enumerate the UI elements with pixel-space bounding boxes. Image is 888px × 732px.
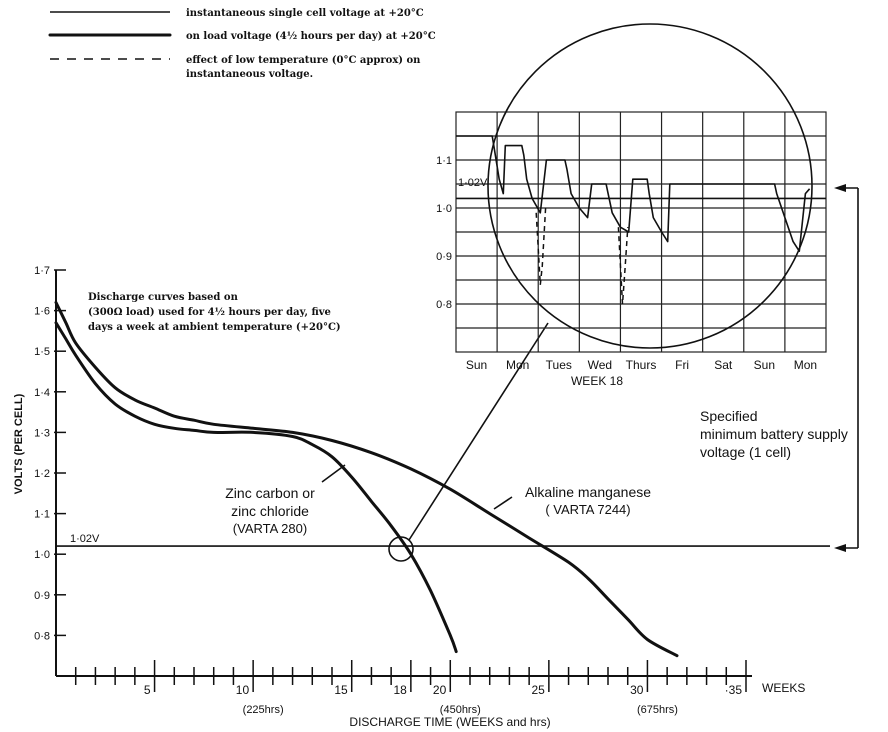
inset-day-label: Mon <box>794 358 817 372</box>
alkaline-label-leader <box>493 496 513 510</box>
spec-bracket <box>834 184 859 552</box>
inset-title: WEEK 18 <box>571 374 623 388</box>
x-tick-label: 10 <box>236 683 250 697</box>
y-tick-label: 0·8 <box>34 630 50 642</box>
spec-label-line1: Specified <box>700 408 758 424</box>
inset-day-label: Tues <box>546 358 572 372</box>
inset-low-temp-curve <box>617 227 629 305</box>
y-tick-label: 1·6 <box>34 306 50 318</box>
x-ticks: 5 10 15 18 20 25 30 ·35 (225hrs) (450hrs) (675hrs) <box>74 660 747 716</box>
spec-label-line2: minimum battery supply <box>700 426 848 442</box>
inset-y-tick-label: 1·1 <box>436 155 452 167</box>
x-tick-label: ·35 <box>725 683 743 697</box>
x-tick-label: 25 <box>531 683 545 697</box>
magnifier-circle <box>487 23 813 349</box>
inset-day-labels: Sun Mon Tues Wed Thurs Fri Sat Sun Mon <box>466 358 817 372</box>
inset-day-label: Sun <box>754 358 775 372</box>
y-tick-label: 1·3 <box>34 427 50 439</box>
y-tick-label: 1·2 <box>34 468 50 480</box>
x-tick-label: 15 <box>334 683 348 697</box>
x-tick-label: 18 <box>393 683 407 697</box>
note-line-1: Discharge curves based on <box>88 292 239 303</box>
series-annotations: Zinc carbon or zinc chloride (VARTA 280)… <box>225 408 848 536</box>
y-tick-label: 1·0 <box>34 549 50 561</box>
x-tick-label: 20 <box>433 683 447 697</box>
note-line-3: days a week at ambient temperature (+20°… <box>88 322 341 333</box>
x-axis-label: DISCHARGE TIME (WEEKS and hrs) <box>349 715 550 729</box>
y-tick-label: 1·4 <box>34 387 50 399</box>
inset-y-tick-label: 0·8 <box>436 299 452 311</box>
inset-chart: 0·80·91·01·1 Sun Mon Tues Wed Thurs Fri Sat Sun… <box>436 23 827 388</box>
y-tick-label: 1·1 <box>34 509 50 521</box>
inset-grid <box>456 112 826 352</box>
legend-entry-3-line2: instantaneous voltage. <box>186 69 313 80</box>
alkaline-label-line1: Alkaline manganese <box>525 484 651 500</box>
main-chart: 0·8 0·9 1·0 1·1 1·2 1·3 1·4 1·5 1·6 1·7 5 10 15 18 20… <box>13 265 830 729</box>
spec-label-line3: voltage (1 cell) <box>700 444 791 460</box>
legend-entry-1: instantaneous single cell voltage at +20… <box>186 8 424 19</box>
y-tick-label: 1·5 <box>34 346 50 358</box>
x-unit-label: WEEKS <box>762 681 805 695</box>
threshold-label: 1·02V <box>70 533 100 545</box>
spec-arrow-bottom-icon <box>834 544 846 552</box>
inset-y-tick-label: 1·0 <box>436 203 452 215</box>
inset-y-ticks: 0·8 0·9 1·0 1·1 <box>436 155 452 311</box>
week18-small-circle <box>388 536 414 562</box>
inset-threshold-label: 1·02V <box>458 177 488 189</box>
legend-entry-3-line1: effect of low temperature (0°C approx) o… <box>186 55 421 66</box>
inset-day-label: Thurs <box>626 358 657 372</box>
inset-y-tick-label: 0·9 <box>436 251 452 263</box>
zinc-carbon-curve <box>54 321 458 654</box>
legend-entry-2: on load voltage (4½ hours per day) at +2… <box>186 31 436 42</box>
spec-arrow-top-icon <box>834 184 846 192</box>
inset-low-temp-curve <box>535 207 547 285</box>
y-axis-label: VOLTS (PER CELL) <box>13 393 25 494</box>
zinc-label-line2: zinc chloride <box>231 503 309 519</box>
note-line-2: (300Ω load) used for 4½ hours per day, f… <box>88 307 331 318</box>
magnifier-connector <box>388 322 549 562</box>
inset-day-label: Fri <box>675 358 689 372</box>
alkaline-label-line2: ( VARTA 7244) <box>545 502 630 517</box>
inset-day-label: Wed <box>588 358 612 372</box>
x-tick-label: 30 <box>630 683 644 697</box>
x-hour-label: (225hrs) <box>243 704 284 716</box>
alkaline-manganese-curve <box>54 301 679 658</box>
inset-day-label: Mon <box>506 358 529 372</box>
zinc-label-line1: Zinc carbon or <box>225 485 315 501</box>
y-tick-label: 0·9 <box>34 590 50 602</box>
x-hour-label: (675hrs) <box>637 704 678 716</box>
magnifier-leader-line <box>408 322 549 541</box>
inset-series-group <box>456 135 811 305</box>
discharge-note: Discharge curves based on (300Ω load) us… <box>88 292 341 333</box>
zinc-label-leader <box>321 464 346 483</box>
legend: instantaneous single cell voltage at +20… <box>48 8 436 80</box>
inset-day-label: Sun <box>466 358 487 372</box>
x-tick-label: 5 <box>144 683 151 697</box>
inset-day-label: Sat <box>714 358 733 372</box>
y-tick-label: 1·7 <box>34 265 50 277</box>
zinc-label-line3: (VARTA 280) <box>233 521 307 536</box>
inset-voltage-curve <box>456 135 811 252</box>
y-ticks: 0·8 0·9 1·0 1·1 1·2 1·3 1·4 1·5 1·6 1·7 <box>34 265 66 642</box>
series-group <box>54 301 679 658</box>
x-hour-label: (450hrs) <box>440 704 481 716</box>
